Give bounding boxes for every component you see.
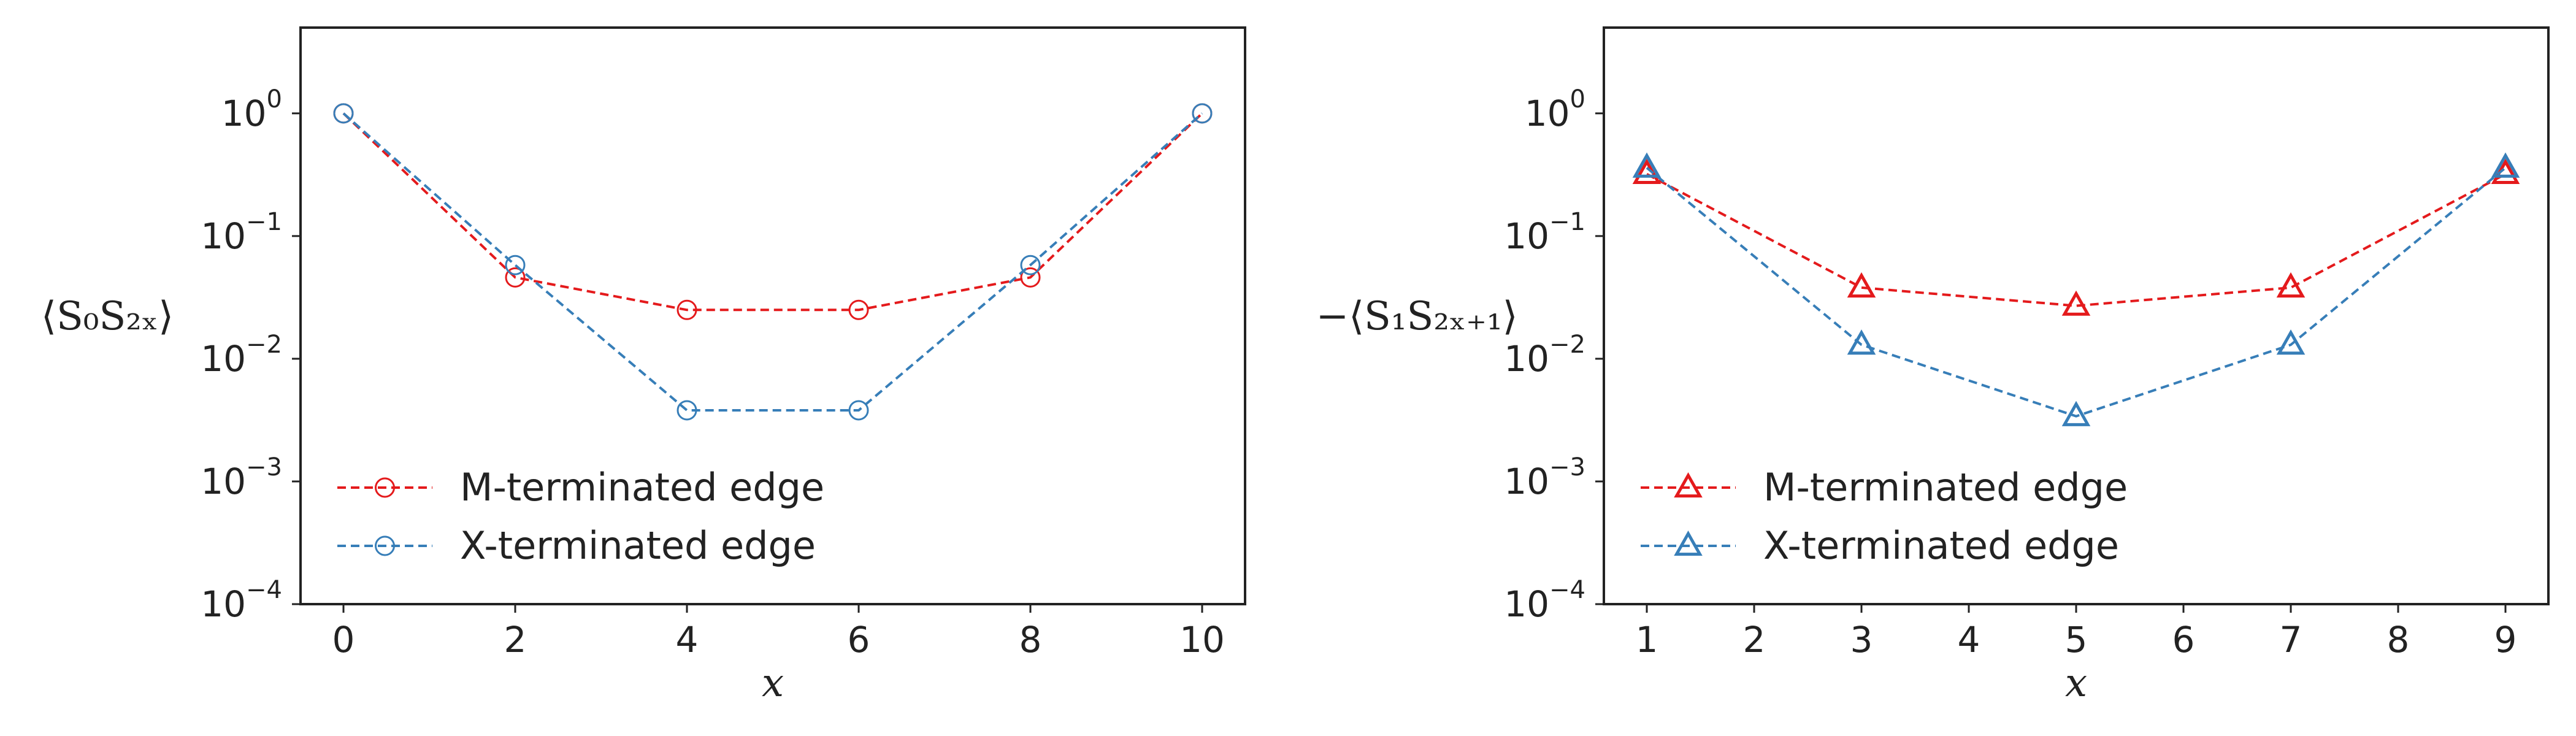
chart-panel-1: 0 2 4 6 8 10 100 10−1 10−2 10−3 10−4 x ⟨S₀S₂ₓ⟩ M-term… xyxy=(41,26,1246,706)
x-axis-label: x xyxy=(762,661,784,706)
data-point xyxy=(1847,272,1876,298)
y-axis-label: ⟨S₀S₂ₓ⟩ xyxy=(41,294,174,339)
series-line xyxy=(342,112,1203,312)
x-tick-label: 6 xyxy=(2172,619,2195,661)
legend-entry-label: M-terminated edge xyxy=(1763,465,2128,510)
data-point xyxy=(1847,329,1876,355)
y-tick-label: 10−4 xyxy=(1504,576,1585,625)
legend-swatch-marker xyxy=(1674,530,1703,556)
x-tick-label: 7 xyxy=(2280,619,2302,661)
data-point xyxy=(848,299,869,320)
data-point xyxy=(1632,152,1662,178)
legend-entry-label: X-terminated edge xyxy=(1763,523,2119,568)
y-tick-label: 10−1 xyxy=(201,208,282,257)
data-point xyxy=(505,267,526,288)
data-point xyxy=(1020,255,1041,275)
data-point xyxy=(505,255,526,275)
y-axis-label: −⟨S₁S₂ₓ₊₁⟩ xyxy=(1316,294,1517,339)
legend-swatch-marker xyxy=(375,535,395,556)
x-tick-label: 10 xyxy=(1179,619,1225,661)
legend-entry-label: X-terminated edge xyxy=(460,523,816,568)
y-tick-label: 100 xyxy=(221,85,282,134)
x-tick-label: 2 xyxy=(1743,619,1766,661)
data-point xyxy=(848,400,869,421)
y-tick-label: 10−3 xyxy=(1504,453,1585,502)
data-point xyxy=(2061,290,2091,316)
x-tick-label: 4 xyxy=(1958,619,1980,661)
x-tick-label: 8 xyxy=(1019,619,1042,661)
data-point xyxy=(677,400,697,421)
y-tick-label: 10−1 xyxy=(1504,208,1585,257)
data-point xyxy=(333,103,354,124)
x-tick-label: 6 xyxy=(848,619,870,661)
series-line xyxy=(1646,173,2506,307)
x-tick-label: 3 xyxy=(1850,619,1873,661)
legend-swatch-marker xyxy=(375,477,395,498)
data-point xyxy=(2276,329,2306,355)
y-tick-label: 10−2 xyxy=(1504,331,1585,380)
x-tick-label: 9 xyxy=(2494,619,2517,661)
data-point xyxy=(1020,267,1041,288)
data-point xyxy=(2061,401,2091,426)
y-tick-label: 10−2 xyxy=(201,331,282,380)
series-line xyxy=(342,112,1203,412)
plot-frame xyxy=(1603,26,2550,605)
series-m-terminated xyxy=(1632,158,2520,316)
x-tick-label: 2 xyxy=(504,619,527,661)
plot-frame xyxy=(299,26,1246,605)
series-x-terminated xyxy=(333,103,1213,421)
chart-panel-2: 1 2 3 4 5 6 7 8 9 100 10−1 10−2 10−3 10−4 x −⟨S₁S₂ₓ₊₁⟩ M… xyxy=(1316,26,2550,706)
y-tick-label: 10−3 xyxy=(201,453,282,502)
series-line xyxy=(1646,167,2507,418)
x-tick-label: 4 xyxy=(676,619,699,661)
data-point xyxy=(677,299,697,320)
legend: M-terminated edge X-terminated edge xyxy=(337,465,824,568)
series-m-terminated xyxy=(333,103,1213,320)
data-point xyxy=(2276,272,2306,298)
x-tick-label: 8 xyxy=(2387,619,2410,661)
data-point xyxy=(2491,152,2520,178)
y-tick-label: 10−4 xyxy=(201,576,282,625)
y-tick-label: 100 xyxy=(1525,85,1585,134)
legend-swatch-marker xyxy=(1674,472,1703,498)
x-tick-label: 5 xyxy=(2065,619,2088,661)
series-x-terminated xyxy=(1632,152,2520,426)
x-axis-label: x xyxy=(2065,661,2087,706)
legend-entry-label: M-terminated edge xyxy=(460,465,824,510)
x-tick-label: 0 xyxy=(332,619,355,661)
x-tick-label: 1 xyxy=(1636,619,1658,661)
data-point xyxy=(1192,103,1213,124)
legend: M-terminated edge X-terminated edge xyxy=(1641,465,2128,568)
